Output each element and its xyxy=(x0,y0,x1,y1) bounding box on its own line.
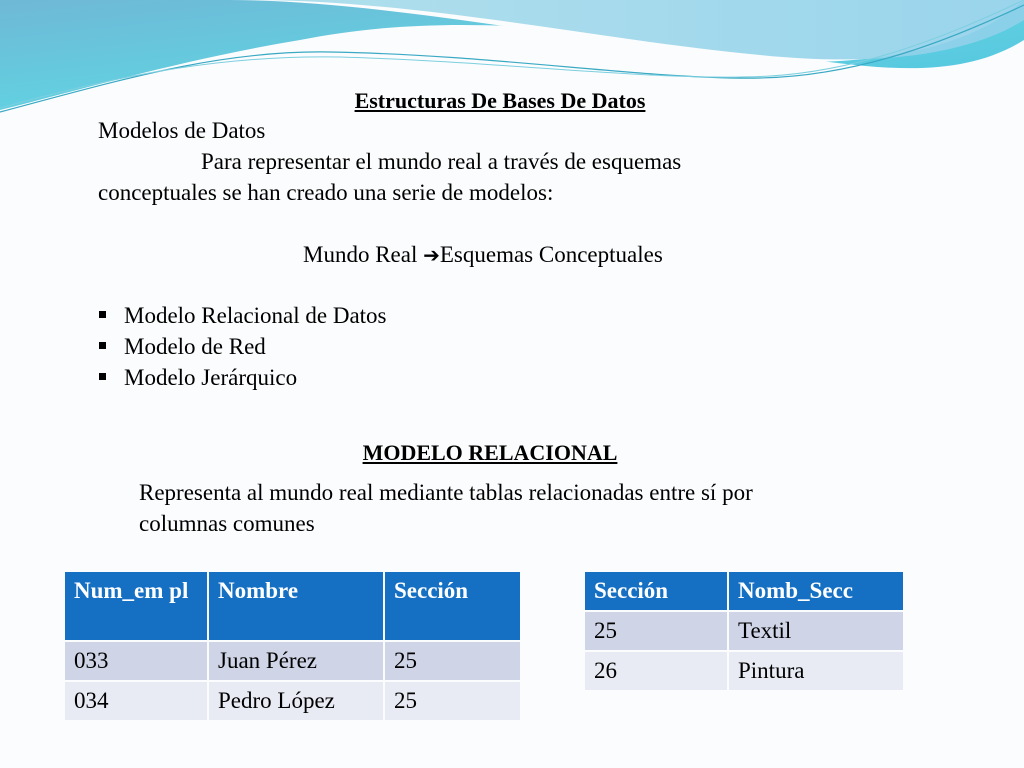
table-row: 25 Textil xyxy=(585,612,903,650)
employees-table: Num_em pl Nombre Sección 033 Juan Pérez … xyxy=(63,570,522,722)
bullet-label: Modelo de Red xyxy=(124,334,266,359)
table-row: 26 Pintura xyxy=(585,652,903,690)
header-cell: Num_em pl xyxy=(65,572,207,640)
bullet-square-icon xyxy=(99,342,106,350)
bullet-square-icon xyxy=(99,311,106,319)
section-line-1: Representa al mundo real mediante tablas… xyxy=(139,480,753,505)
table-header-row: Num_em pl Nombre Sección xyxy=(65,572,520,640)
slide-title: Estructuras De Bases De Datos xyxy=(354,88,646,113)
header-cell: Sección xyxy=(385,572,520,640)
mapping-line: Mundo Real ➔Esquemas Conceptuales xyxy=(303,242,663,268)
paragraph-line-2: conceptuales se han creado una serie de … xyxy=(98,180,554,205)
header-cell: Nombre xyxy=(209,572,383,640)
header-cell: Nomb_Secc xyxy=(729,572,903,610)
mapping-right: Esquemas Conceptuales xyxy=(439,242,663,267)
cell: 25 xyxy=(585,612,727,650)
cell: Juan Pérez xyxy=(209,642,383,680)
mapping-left: Mundo Real xyxy=(303,242,418,267)
paragraph-line-1: Para representar el mundo real a través … xyxy=(201,149,682,174)
table-row: 034 Pedro López 25 xyxy=(65,682,520,720)
bullet-item: Modelo de Red xyxy=(99,334,266,360)
section-title: MODELO RELACIONAL xyxy=(362,440,618,465)
bullet-item: Modelo Jerárquico xyxy=(99,365,297,391)
cell: Pedro López xyxy=(209,682,383,720)
arrow-right-icon: ➔ xyxy=(423,243,440,267)
bullet-square-icon xyxy=(99,373,106,381)
cell: 034 xyxy=(65,682,207,720)
cell: 033 xyxy=(65,642,207,680)
cell: 25 xyxy=(385,682,520,720)
sections-table: Sección Nomb_Secc 25 Textil 26 Pintura xyxy=(583,570,905,692)
table-header-row: Sección Nomb_Secc xyxy=(585,572,903,610)
table-row: 033 Juan Pérez 25 xyxy=(65,642,520,680)
cell: 25 xyxy=(385,642,520,680)
subtitle: Modelos de Datos xyxy=(98,118,266,143)
cell: Pintura xyxy=(729,652,903,690)
cell: 26 xyxy=(585,652,727,690)
section-line-2: columnas comunes xyxy=(139,511,315,536)
header-cell: Sección xyxy=(585,572,727,610)
cell: Textil xyxy=(729,612,903,650)
bullet-item: Modelo Relacional de Datos xyxy=(99,303,387,329)
bullet-label: Modelo Jerárquico xyxy=(124,365,298,390)
bullet-label: Modelo Relacional de Datos xyxy=(124,303,387,328)
